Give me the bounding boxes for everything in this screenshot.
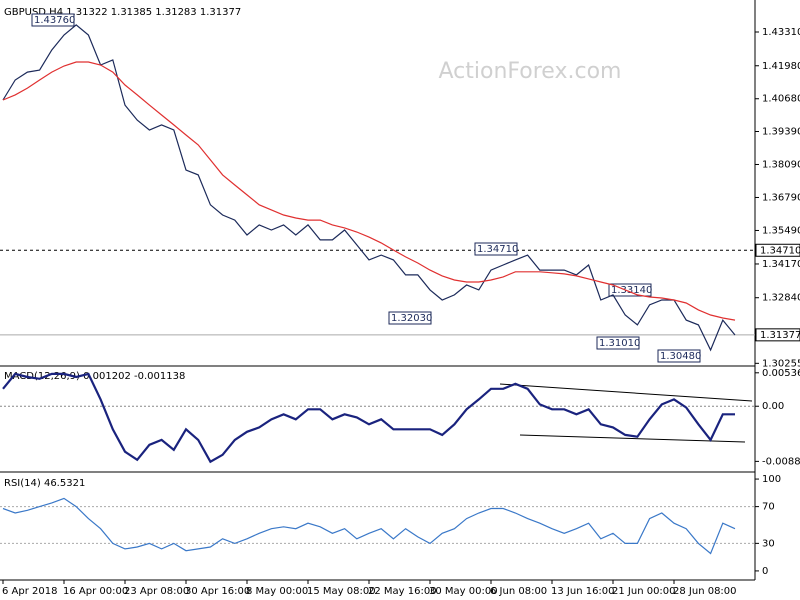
y-tick-label: 1.41980	[762, 61, 800, 72]
y-tick-label: 30	[762, 538, 775, 549]
y-tick-label: 1.38090	[762, 159, 800, 170]
current-price-label: 1.31377	[760, 330, 800, 341]
annotation-box	[474, 242, 518, 256]
x-tick-label: 23 Apr 08:00	[124, 586, 189, 597]
series-line	[2, 372, 735, 464]
annotation-box	[596, 336, 640, 350]
series-line	[2, 24, 736, 352]
annotation-box	[657, 349, 701, 363]
y-tick-label: 1.32840	[762, 293, 800, 304]
panel-title: RSI(14) 46.5321	[4, 478, 85, 489]
x-tick-label: 15 May 08:00	[307, 586, 376, 597]
y-tick-label: 100	[762, 474, 781, 485]
x-tick-label: 22 May 16:00	[368, 586, 437, 597]
x-tick-label: 16 Apr 00:00	[63, 586, 128, 597]
panel-title: MACD(12,26,9) 0.001202 -0.001138	[4, 371, 185, 382]
x-tick-label: 30 May 00:00	[429, 586, 498, 597]
annotation-box	[388, 311, 432, 325]
x-tick-label: 8 May 00:00	[246, 586, 308, 597]
x-tick-label: 6 Jun 08:00	[490, 586, 547, 597]
watermark: ActionForex.com	[439, 59, 622, 84]
current-price-box	[755, 328, 800, 342]
x-tick-label: 30 Apr 16:00	[185, 586, 250, 597]
annotation: 1.33140	[611, 285, 652, 296]
y-tick-label: 1.36790	[762, 192, 800, 203]
x-tick-label: 13 Jun 16:00	[551, 586, 615, 597]
y-tick-label: 1.39390	[762, 126, 800, 137]
x-tick-label: 6 Apr 2018	[2, 586, 57, 597]
x-tick-label: 28 Jun 08:00	[673, 586, 737, 597]
y-tick-label: 70	[762, 502, 775, 513]
price-label-box	[755, 243, 800, 257]
trend-line	[519, 434, 746, 443]
y-tick-label: 0	[762, 566, 768, 577]
y-tick-label: 0.00	[762, 401, 784, 412]
y-tick-label: 1.43310	[762, 27, 800, 38]
y-tick-label: 1.35490	[762, 225, 800, 236]
y-tick-label: 1.30255	[762, 358, 800, 369]
series-line	[2, 61, 736, 321]
y-tick-label: 0.005368	[762, 368, 800, 379]
annotation: 1.30480	[660, 351, 701, 362]
trend-line	[499, 383, 753, 402]
y-tick-label: 1.34170	[762, 259, 800, 270]
annotation: 1.31010	[599, 338, 640, 349]
annotation: 1.34710	[477, 244, 518, 255]
annotation: 1.43760	[34, 15, 75, 26]
annotation-box	[31, 13, 75, 27]
annotation: 1.32030	[391, 313, 432, 324]
panel-title: GBPUSD,H4 1.31322 1.31385 1.31283 1.3137…	[4, 7, 241, 18]
series-line	[2, 497, 736, 555]
x-tick-label: 21 Jun 00:00	[612, 586, 676, 597]
price-label: 1.34710	[760, 245, 800, 256]
y-tick-label: -0.008855	[762, 456, 800, 467]
y-tick-label: 1.40680	[762, 94, 800, 105]
